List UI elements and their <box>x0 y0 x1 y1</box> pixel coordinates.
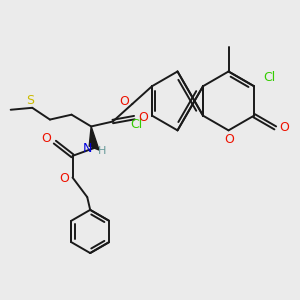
Text: O: O <box>41 132 51 145</box>
Text: N: N <box>82 142 92 154</box>
Text: O: O <box>120 95 130 108</box>
Text: Cl: Cl <box>130 118 143 131</box>
Text: S: S <box>26 94 34 107</box>
Polygon shape <box>89 126 99 150</box>
Text: O: O <box>225 133 234 146</box>
Text: O: O <box>138 111 148 124</box>
Text: O: O <box>279 122 289 134</box>
Text: Cl: Cl <box>263 71 275 84</box>
Text: O: O <box>60 172 70 185</box>
Text: H: H <box>98 146 106 156</box>
